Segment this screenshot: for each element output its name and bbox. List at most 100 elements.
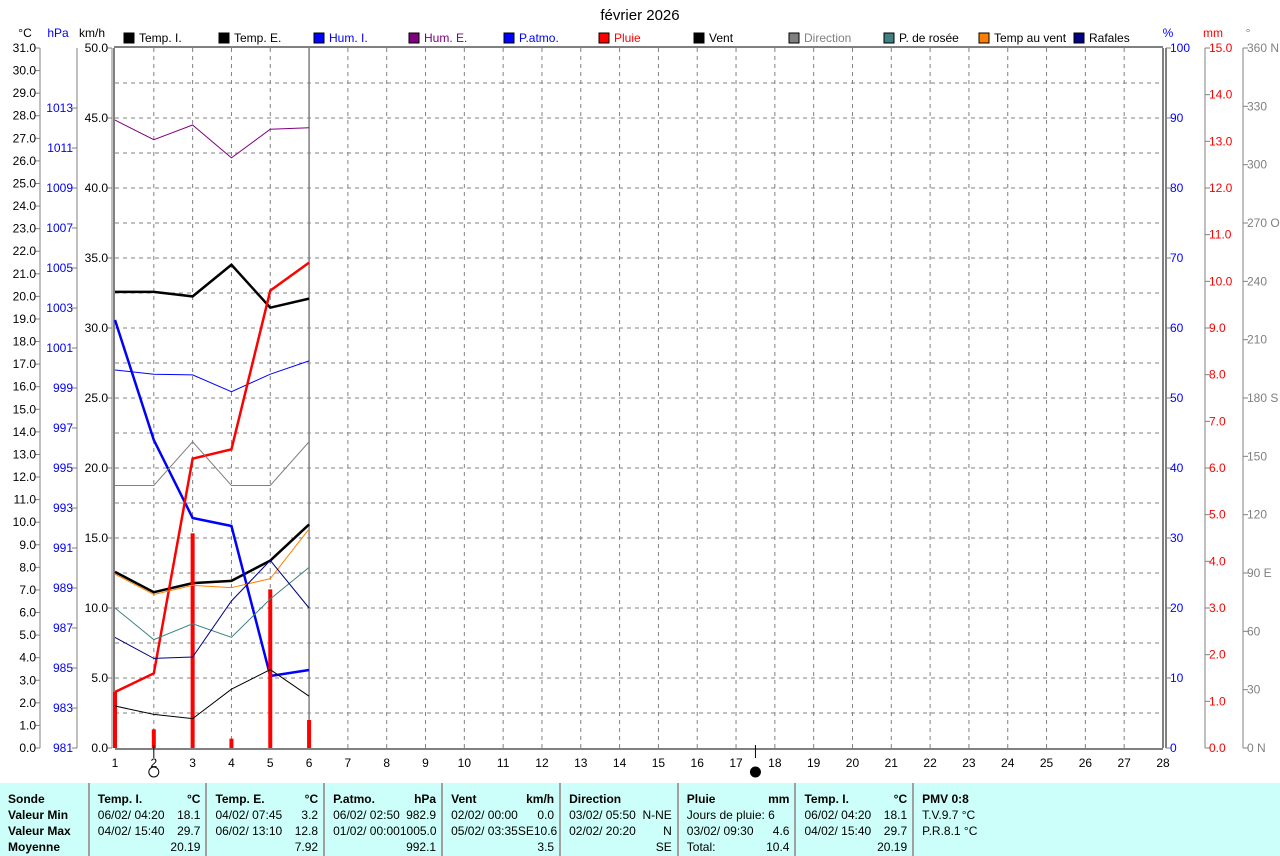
axis-tick-label: 150: [1247, 449, 1267, 463]
table-row: PMV 0:8: [922, 791, 1275, 807]
table-cell: 20.19: [877, 840, 908, 854]
axis-tick-label: 0: [1170, 741, 1177, 755]
rain-bar: [268, 589, 273, 748]
table-row: Direction: [569, 791, 672, 807]
table-row: 06/02/ 04:20 18.1: [804, 807, 907, 823]
table-cell: T.V.9.7 °C: [922, 808, 976, 822]
table-cell: 4.6: [772, 824, 790, 838]
new-moon-icon: [749, 766, 761, 778]
table-cell: N-NE: [642, 808, 672, 822]
table-row: Jours de pluie: 6: [687, 807, 790, 823]
axis-tick-label: 6.0: [19, 606, 36, 620]
legend-swatch: [693, 32, 705, 44]
axis-tick-label: 3.0: [19, 673, 36, 687]
x-tick-label: 2: [150, 756, 157, 770]
legend-label: P. de rosée: [899, 31, 959, 45]
axis-tick-label: 1.0: [19, 718, 36, 732]
axis-unit-label: km/h: [79, 26, 105, 40]
axis-tick-label: 25.0: [13, 176, 37, 190]
axis-tick-label: 16.0: [13, 380, 37, 394]
table-cell: Temp. I.: [97, 792, 143, 806]
axis-tick-label: 12.0: [13, 470, 37, 484]
axis-tick-label: 17.0: [13, 357, 37, 371]
legend-label: Pluie: [614, 31, 641, 45]
axis-tick-label: 20.0: [13, 289, 37, 303]
axis-tick-label: 300: [1247, 158, 1267, 172]
table-cell: SE: [655, 840, 672, 854]
axis-tick-label: 1003: [46, 301, 73, 315]
table-row: Total: 10.4: [687, 839, 790, 855]
legend-label: P.atmo.: [519, 31, 559, 45]
series-line-direction: [115, 440, 310, 486]
x-tick-label: 24: [1001, 756, 1015, 770]
x-tick-label: 22: [923, 756, 937, 770]
axis-tick-label: 1005: [46, 261, 73, 275]
axis-tick-label: 5.0: [19, 628, 36, 642]
axis-tick-label: 20.0: [85, 461, 109, 475]
x-tick-label: 21: [885, 756, 899, 770]
table-row: 3.5: [451, 839, 554, 855]
table-row: 04/02/ 15:40 29.7: [804, 823, 907, 839]
axis-tick-label: 30.0: [13, 64, 37, 78]
table-row: 03/02/ 05:50 N-NE: [569, 807, 672, 823]
axis-tick-label: 8.0: [19, 560, 36, 574]
legend-label: Vent: [709, 31, 734, 45]
axis-tick-label: 4.0: [1209, 554, 1226, 568]
axis-tick-label: 10.0: [13, 515, 37, 529]
axis-tick-label: 210: [1247, 333, 1267, 347]
legend-swatch: [883, 32, 895, 44]
x-tick-label: 26: [1079, 756, 1093, 770]
axis-tick-label: 15.0: [13, 402, 37, 416]
table-row: Vent km/h: [451, 791, 554, 807]
rain-bar: [151, 729, 156, 748]
table-cell: 29.7: [883, 824, 908, 838]
series-line-p-de-ros-e: [114, 566, 310, 641]
series-line-temp-au-vent: [114, 528, 310, 595]
axis-tick-label: 1011: [47, 141, 73, 155]
axis-unit-label: °: [1246, 26, 1251, 40]
table-cell: km/h: [526, 792, 555, 806]
legend-swatch: [123, 32, 135, 44]
axis-tick-label: 1001: [46, 341, 73, 355]
table-column: Pluie mm Jours de pluie: 6 03/02/ 09:30 4.6 T…: [679, 783, 797, 856]
table-cell: 06/02/ 13:10: [215, 824, 283, 838]
table-row: 20.19: [804, 839, 907, 855]
rain-bar: [190, 533, 195, 748]
legend-swatch: [218, 32, 230, 44]
x-tick-label: 3: [189, 756, 196, 770]
axis-tick-label: 13.0: [1209, 134, 1233, 148]
legend-swatch: [408, 32, 420, 44]
table-cell: Jours de pluie: 6: [686, 808, 775, 822]
x-tick-label: 15: [652, 756, 666, 770]
x-tick-label: 27: [1118, 756, 1132, 770]
legend-swatch: [313, 32, 325, 44]
axis-tick-label: 240: [1247, 274, 1267, 288]
x-tick-label: 18: [768, 756, 782, 770]
table-row: 02/02/ 20:20 N: [569, 823, 672, 839]
table-row: P.atmo. hPa: [333, 791, 436, 807]
table-cell: Vent: [451, 792, 477, 806]
table-row: 04/02/ 15:40 29.7: [98, 823, 201, 839]
x-tick-label: 7: [345, 756, 352, 770]
table-row: 20.19: [98, 839, 200, 855]
legend-swatch: [978, 32, 990, 44]
x-tick-label: 19: [807, 756, 821, 770]
axis-tick-label: 25.0: [85, 391, 109, 405]
chart-title: février 2026: [600, 7, 679, 24]
full-moon-icon: [148, 766, 160, 778]
table-row: 7.92: [215, 839, 318, 855]
x-tick-label: 13: [574, 756, 588, 770]
axis-tick-label: 50: [1170, 391, 1184, 405]
axis-tick-label: 10.0: [1209, 274, 1233, 288]
axis-tick-label: 15.0: [1209, 41, 1233, 55]
axis-tick-label: 26.0: [13, 154, 37, 168]
axis-tick-label: 995: [53, 461, 73, 475]
table-cell: 3.2: [301, 808, 319, 822]
axis-tick-label: 999: [53, 381, 73, 395]
axis-tick-label: 100: [1170, 41, 1190, 55]
axis-tick-label: 45.0: [85, 111, 109, 125]
axis-tick-label: 90 E: [1247, 566, 1272, 580]
axis-tick-label: 30: [1170, 531, 1184, 545]
table-cell: Sonde: [8, 792, 45, 806]
